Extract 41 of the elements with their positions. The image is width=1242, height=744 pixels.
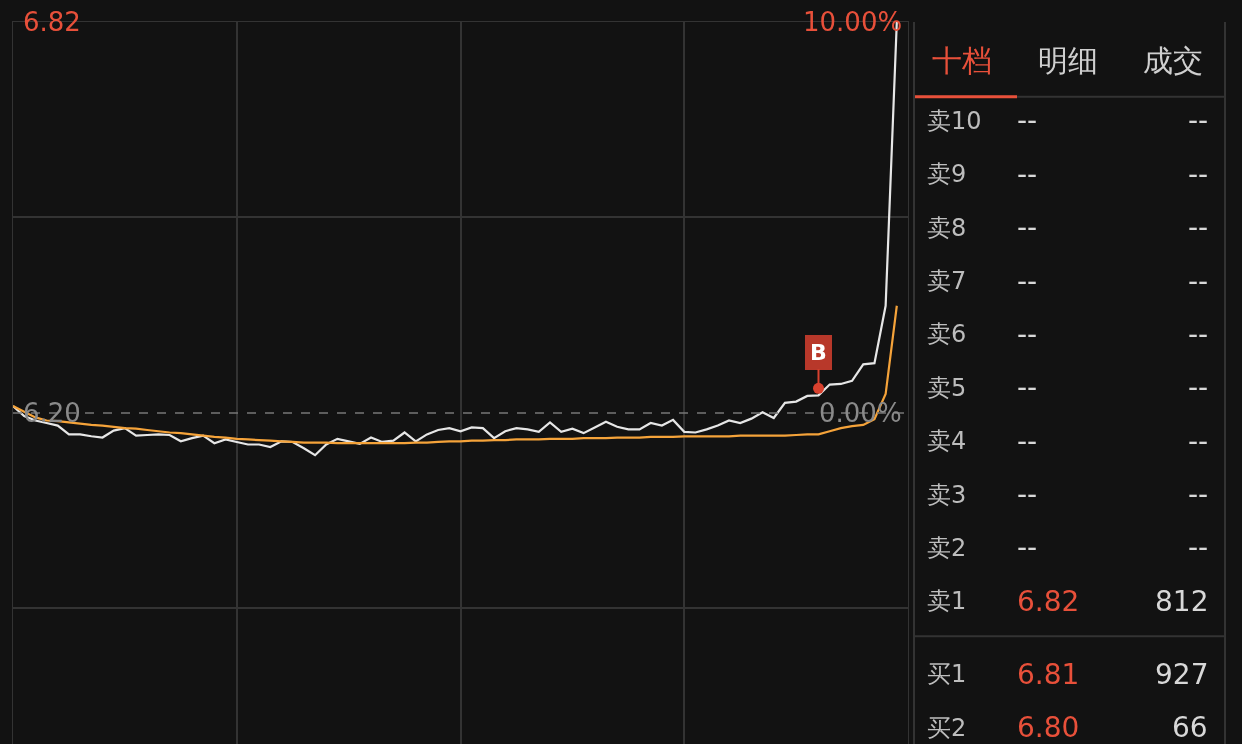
text: 卖2 (927, 534, 967, 562)
text: -- (1017, 371, 1038, 404)
text: 卖1 (927, 587, 967, 615)
text: 6.81 (1017, 658, 1080, 691)
text: -- (1188, 531, 1209, 564)
text: 卖6 (927, 320, 967, 348)
text: 明细 (1038, 43, 1098, 78)
text: -- (1188, 265, 1209, 298)
text: -- (1017, 425, 1038, 458)
text: 6.80 (1017, 711, 1080, 744)
text: -- (1188, 104, 1209, 137)
text: -- (1188, 478, 1209, 511)
text: -- (1188, 318, 1209, 351)
text: 卖4 (927, 427, 967, 455)
text: 66 (1172, 711, 1208, 744)
text: 卖10 (927, 107, 982, 135)
text: -- (1017, 211, 1038, 244)
text: -- (1017, 318, 1038, 351)
text: -- (1017, 478, 1038, 511)
text: 812 (1155, 585, 1209, 618)
text: 十档 (932, 43, 992, 78)
text: -- (1017, 104, 1038, 137)
text: 成交 (1143, 43, 1203, 78)
text: -- (1188, 371, 1209, 404)
text: 买2 (927, 714, 967, 742)
text: 卖5 (927, 374, 967, 402)
text: 卖9 (927, 160, 967, 188)
text: 6.82 (1017, 585, 1080, 618)
data-label: B (810, 340, 827, 365)
text: 卖3 (927, 481, 967, 509)
text: 卖7 (927, 267, 967, 295)
text: -- (1188, 425, 1209, 458)
text: -- (1017, 265, 1038, 298)
text: -- (1017, 158, 1038, 191)
text: 买1 (927, 660, 967, 688)
text: -- (1017, 531, 1038, 564)
text: -- (1188, 211, 1209, 244)
y2-tick-label: 10.00% (803, 7, 903, 37)
text: -- (1188, 158, 1209, 191)
text: 卖8 (927, 214, 967, 242)
text: 927 (1155, 658, 1209, 691)
